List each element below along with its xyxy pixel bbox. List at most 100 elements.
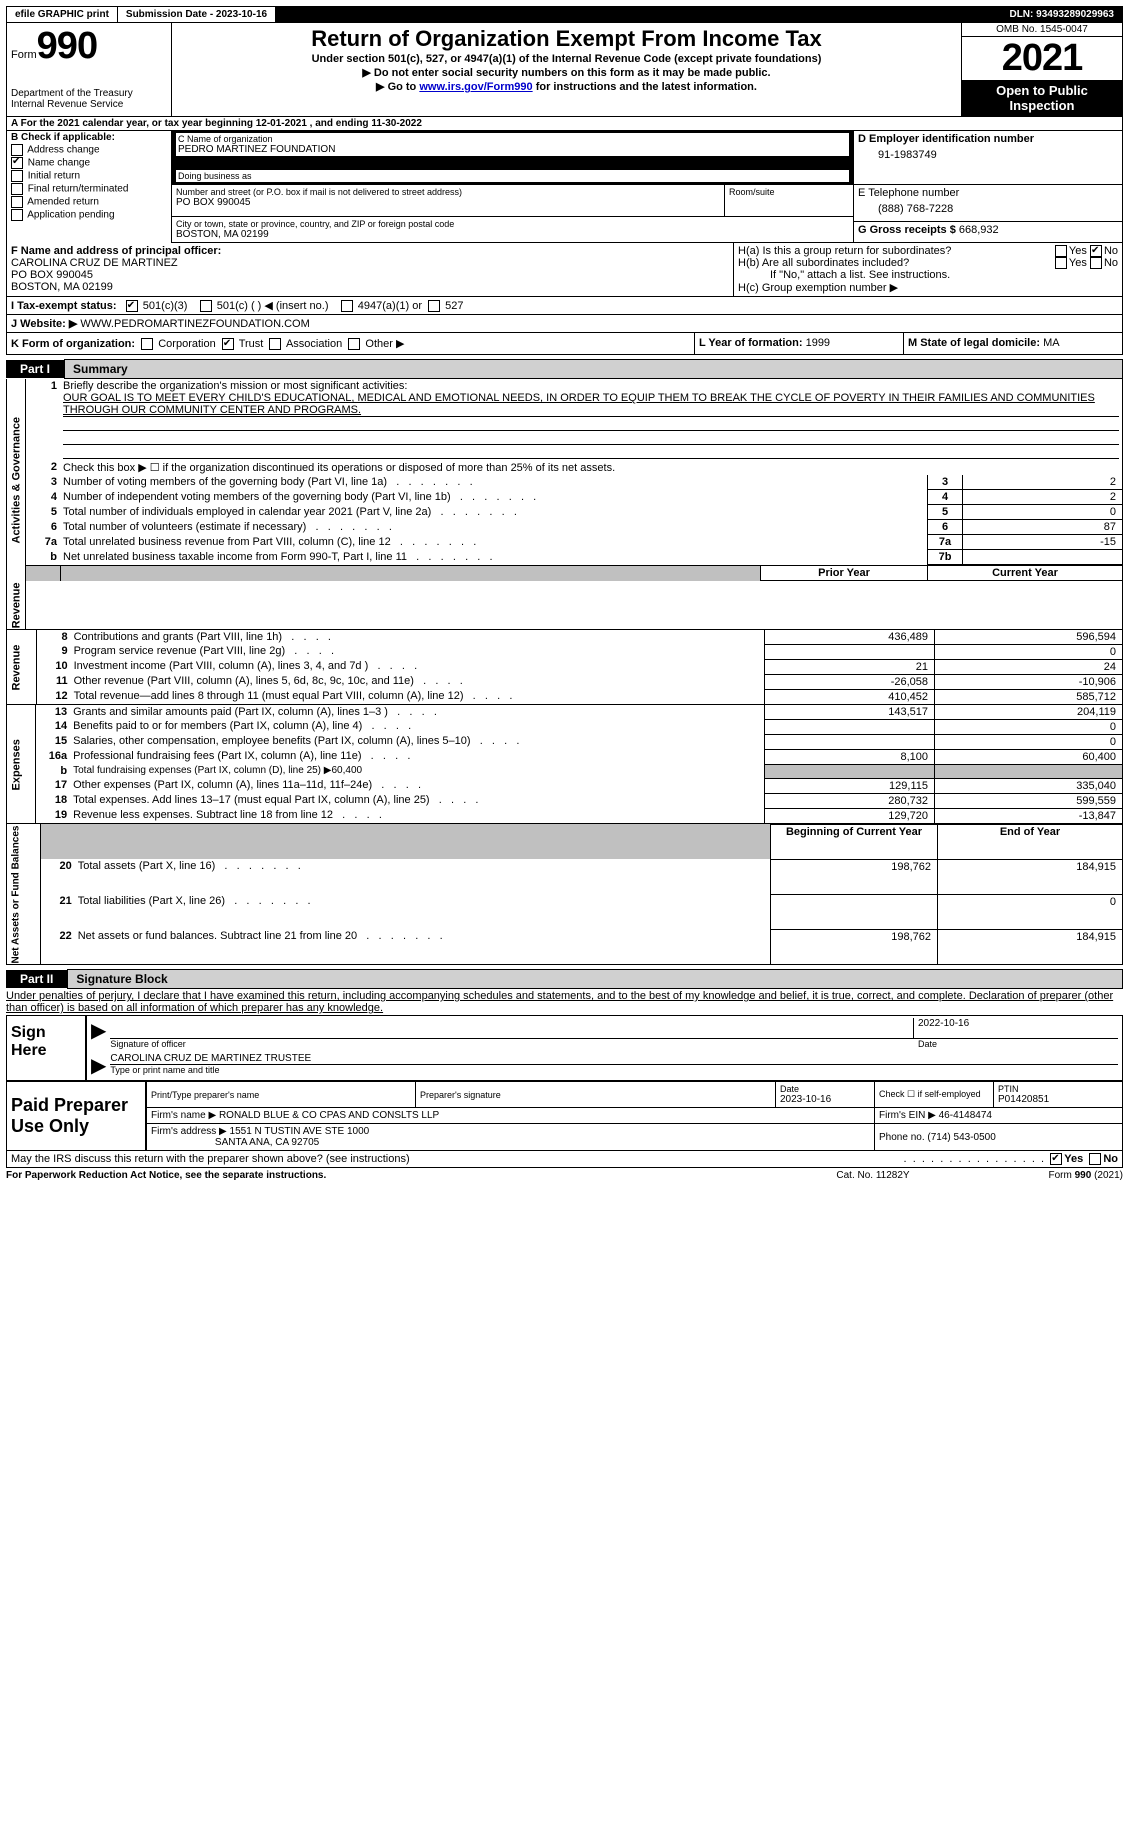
street-label: Number and street (or P.O. box if mail i… (176, 187, 720, 197)
chk-initial-return[interactable] (11, 170, 23, 182)
chk-trust[interactable] (222, 338, 234, 350)
revenue-table: Revenue8Contributions and grants (Part V… (6, 630, 1123, 705)
expenses-table: Expenses13Grants and similar amounts pai… (6, 705, 1123, 824)
part-1-header: Part I Summary (6, 359, 1123, 379)
form-subtitle-2: ▶ Do not enter social security numbers o… (174, 66, 959, 79)
mission-text: OUR GOAL IS TO MEET EVERY CHILD'S EDUCAT… (63, 392, 1119, 417)
footer-row: For Paperwork Reduction Act Notice, see … (6, 1170, 1123, 1181)
row-f-h: F Name and address of principal officer:… (6, 243, 1123, 297)
signature-block: Sign Here ▶ 2022-10-16 Signature of offi… (6, 1015, 1123, 1081)
self-employed-check[interactable]: Check ☐ if self-employed (875, 1082, 994, 1108)
chk-hb-yes[interactable] (1055, 257, 1067, 269)
part-2-header: Part II Signature Block (6, 969, 1123, 989)
col-b-header: B Check if applicable: (11, 132, 167, 143)
officer-printed-name: CAROLINA CRUZ DE MARTINEZ TRUSTEE (110, 1053, 1118, 1065)
year-formation-label: L Year of formation: (699, 337, 803, 349)
row-k-org-form: K Form of organization: Corporation Trus… (6, 333, 1123, 355)
chk-ha-yes[interactable] (1055, 245, 1067, 257)
firm-phone-value: (714) 543-0500 (927, 1132, 995, 1143)
org-name: PEDRO MARTINEZ FOUNDATION (178, 144, 847, 155)
ein-value: 91-1983749 (858, 145, 1118, 161)
prep-date-label: Date (780, 1084, 799, 1094)
chk-other[interactable] (348, 338, 360, 350)
city-label: City or town, state or province, country… (176, 219, 849, 229)
telephone-value: (888) 768-7228 (858, 199, 1118, 215)
website-value: WWW.PEDROMARTINEZFOUNDATION.COM (77, 318, 309, 330)
chk-hb-no[interactable] (1090, 257, 1102, 269)
line-box: 3 (928, 475, 963, 490)
firm-addr-label: Firm's address ▶ (151, 1126, 227, 1137)
firm-ein-value: 46-4148474 (939, 1110, 992, 1121)
hb-label: H(b) Are all subordinates included? (738, 257, 1055, 269)
room-label: Room/suite (729, 187, 849, 197)
form-org-label: K Form of organization: (11, 338, 135, 350)
irs-link[interactable]: www.irs.gov/Form990 (419, 81, 532, 93)
chk-4947[interactable] (341, 300, 353, 312)
info-grid: B Check if applicable: Address change Na… (6, 131, 1123, 243)
chk-assoc[interactable] (269, 338, 281, 350)
discuss-row: May the IRS discuss this return with the… (6, 1151, 1123, 1168)
part-2-tab: Part II (6, 970, 67, 988)
ha-label: H(a) Is this a group return for subordin… (738, 245, 1055, 257)
chk-address-change[interactable] (11, 144, 23, 156)
form-subtitle-3: ▶ Go to www.irs.gov/Form990 for instruct… (174, 80, 959, 93)
chk-amended-return[interactable] (11, 196, 23, 208)
preparer-name-label: Print/Type preparer's name (151, 1090, 411, 1100)
firm-name-label: Firm's name ▶ (151, 1110, 216, 1121)
chk-discuss-yes[interactable] (1050, 1153, 1062, 1165)
dba-label: Doing business as (178, 171, 847, 181)
col-b-checkboxes: B Check if applicable: Address change Na… (7, 131, 172, 243)
summary-table: Activities & Governance 1 Briefly descri… (6, 379, 1123, 629)
telephone-label: E Telephone number (858, 187, 1118, 199)
officer-name: CAROLINA CRUZ DE MARTINEZ (11, 257, 178, 269)
state-domicile-value: MA (1043, 337, 1060, 349)
chk-application-pending[interactable] (11, 209, 23, 221)
firm-ein-label: Firm's EIN ▶ (879, 1110, 936, 1121)
arrow-icon: ▶ (91, 1018, 110, 1049)
website-label: J Website: ▶ (11, 318, 77, 330)
form-header: Form990 Department of the Treasury Inter… (6, 23, 1123, 117)
hc-label: H(c) Group exemption number ▶ (738, 281, 1118, 294)
chk-527[interactable] (428, 300, 440, 312)
ptin-value: P01420851 (998, 1094, 1049, 1105)
firm-addr2: SANTA ANA, CA 92705 (215, 1137, 319, 1148)
org-name-label: C Name of organization (178, 134, 847, 144)
arrow-icon: ▶ (91, 1053, 110, 1078)
officer-label: F Name and address of principal officer: (11, 245, 221, 257)
chk-final-return[interactable] (11, 183, 23, 195)
line-num: 3 (26, 475, 61, 490)
state-domicile-label: M State of legal domicile: (908, 337, 1040, 349)
chk-ha-no[interactable] (1090, 245, 1102, 257)
type-print-label: Type or print name and title (110, 1065, 1118, 1075)
sign-here-label: Sign Here (7, 1016, 85, 1080)
discuss-label: May the IRS discuss this return with the… (11, 1153, 904, 1165)
city-value: BOSTON, MA 02199 (176, 229, 849, 240)
firm-name-value: RONALD BLUE & CO CPAS AND CONSLTS LLP (219, 1110, 439, 1121)
chk-name-change[interactable] (11, 157, 23, 169)
efile-print-button[interactable]: efile GRAPHIC print (7, 7, 118, 22)
officer-addr1: PO BOX 990045 (11, 269, 93, 281)
chk-501c3[interactable] (126, 300, 138, 312)
sig-date-label: Date (918, 1039, 1118, 1049)
line1-label: Briefly describe the organization's miss… (63, 380, 407, 392)
tax-year: 2021 (962, 37, 1122, 80)
year-formation-value: 1999 (806, 337, 830, 349)
submission-date: Submission Date - 2023-10-16 (118, 7, 275, 22)
top-bar: efile GRAPHIC print Submission Date - 20… (6, 6, 1123, 23)
hb-note: If "No," attach a list. See instructions… (738, 269, 1118, 281)
line-val: 2 (963, 475, 1123, 490)
prep-date-value: 2023-10-16 (780, 1094, 831, 1105)
ein-label: D Employer identification number (858, 133, 1118, 145)
row-j-website: J Website: ▶ WWW.PEDROMARTINEZFOUNDATION… (6, 315, 1123, 333)
row-i-tax-exempt: I Tax-exempt status: 501(c)(3) 501(c) ( … (6, 297, 1123, 315)
form-footer: Form 990 (2021) (973, 1170, 1123, 1181)
chk-501c[interactable] (200, 300, 212, 312)
chk-corp[interactable] (141, 338, 153, 350)
gross-receipts-value: 668,932 (959, 224, 999, 236)
part-1-tab: Part I (6, 360, 64, 378)
paid-preparer-label: Paid Preparer Use Only (7, 1082, 147, 1151)
chk-discuss-no[interactable] (1089, 1153, 1101, 1165)
dln-label: DLN: 93493289029963 (1001, 7, 1122, 22)
cat-number: Cat. No. 11282Y (773, 1170, 973, 1181)
net-assets-table: Net Assets or Fund BalancesBeginning of … (6, 824, 1123, 966)
